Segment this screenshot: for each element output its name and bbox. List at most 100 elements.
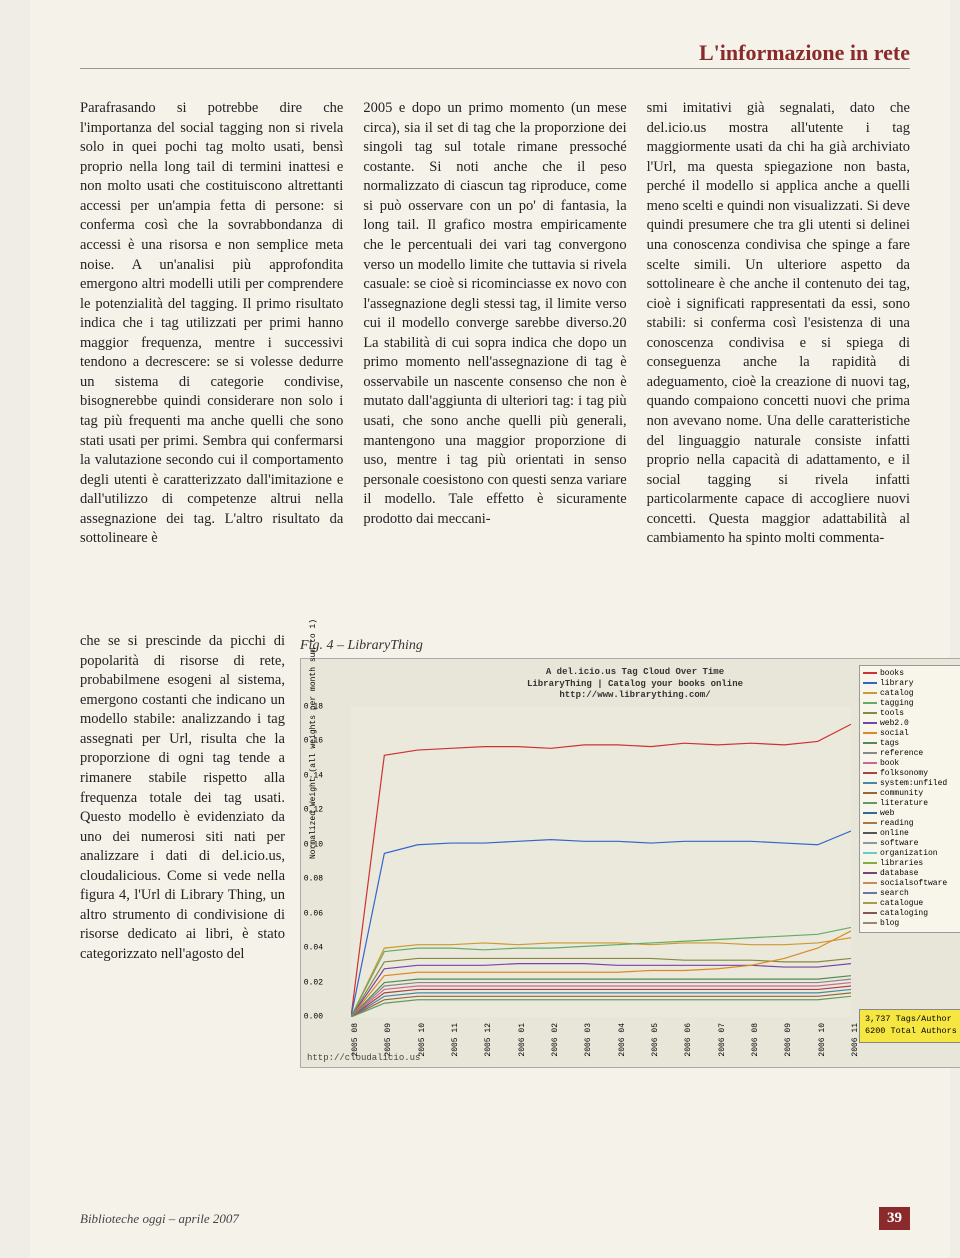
legend-label: literature — [880, 799, 928, 808]
x-tick: 2006 01 — [518, 1023, 527, 1057]
series-line — [351, 996, 851, 1017]
x-tick: 2006 05 — [651, 1023, 660, 1057]
legend-item: folksonomy — [863, 769, 960, 779]
legend-swatch — [863, 672, 877, 674]
legend-item: system:unfiled — [863, 779, 960, 789]
x-tick: 2006 10 — [818, 1023, 827, 1057]
footer-left: Biblioteche oggi – aprile 2007 — [80, 1211, 239, 1227]
column-1-lower: che se si prescinde da picchi di popolar… — [80, 632, 285, 965]
legend-swatch — [863, 692, 877, 694]
series-line — [351, 938, 851, 1017]
chart-title-l2: LibraryThing | Catalog your books online — [527, 679, 743, 689]
legend-label: folksonomy — [880, 769, 928, 778]
page-number: 39 — [879, 1207, 910, 1230]
legend-label: reading — [880, 819, 914, 828]
y-tick: 0.12 — [298, 806, 323, 815]
legend-label: catalogue — [880, 899, 923, 908]
x-tick: 2005 11 — [451, 1023, 460, 1057]
legend-item: online — [863, 829, 960, 839]
x-axis: 2005 08 2005 09 2005 10 2005 11 2005 12 2006 … — [351, 1019, 851, 1059]
stats-box: 3,737 Tags/Author 6200 Total Authors — [859, 1009, 960, 1043]
y-tick: 0.02 — [298, 978, 323, 987]
legend-swatch — [863, 712, 877, 714]
legend-swatch — [863, 732, 877, 734]
column-1-upper: Parafrasando si potrebbe dire che l'impo… — [80, 99, 343, 549]
series-line — [351, 986, 851, 1017]
legend-label: library — [880, 679, 914, 688]
legend-item: library — [863, 679, 960, 689]
legend-label: social — [880, 729, 909, 738]
legend-label: online — [880, 829, 909, 838]
legend-label: organization — [880, 849, 938, 858]
text-columns: Parafrasando si potrebbe dire che l'impo… — [80, 99, 910, 549]
series-line — [351, 979, 851, 1017]
legend-swatch — [863, 682, 877, 684]
legend-swatch — [863, 842, 877, 844]
y-tick: 0.06 — [298, 909, 323, 918]
legend-swatch — [863, 822, 877, 824]
legend-label: tags — [880, 739, 899, 748]
legend-label: catalog — [880, 689, 914, 698]
legend-label: tools — [880, 709, 904, 718]
chart: A del.icio.us Tag Cloud Over Time Librar… — [300, 658, 960, 1068]
legend-label: libraries — [880, 859, 923, 868]
figure-caption: Fig. 4 – LibraryThing — [300, 638, 960, 654]
stats-line1: 3,737 Tags/Author — [865, 1014, 959, 1026]
legend-swatch — [863, 762, 877, 764]
legend-item: catalog — [863, 689, 960, 699]
x-tick: 2006 03 — [584, 1023, 593, 1057]
x-tick: 2006 07 — [718, 1023, 727, 1057]
legend-item: reference — [863, 749, 960, 759]
x-tick: 2005 10 — [418, 1023, 427, 1057]
column-2: 2005 e dopo un primo momento (un mese ci… — [363, 99, 626, 549]
y-tick: 0.16 — [298, 737, 323, 746]
chart-title-l3: http://www.librarything.com/ — [559, 690, 710, 700]
legend-item: community — [863, 789, 960, 799]
x-tick: 2006 02 — [551, 1023, 560, 1057]
legend-label: cataloging — [880, 909, 928, 918]
x-tick: 2006 09 — [784, 1023, 793, 1057]
legend-swatch — [863, 852, 877, 854]
legend-swatch — [863, 912, 877, 914]
legend-item: blog — [863, 919, 960, 929]
chart-source-url: http://cloudalicio.us — [307, 1053, 420, 1063]
y-tick: 0.08 — [298, 875, 323, 884]
legend-item: organization — [863, 849, 960, 859]
legend-item: social — [863, 729, 960, 739]
legend-label: book — [880, 759, 899, 768]
legend-item: software — [863, 839, 960, 849]
section-title: L'informazione in rete — [80, 40, 910, 69]
legend-label: reference — [880, 749, 923, 758]
x-tick: 2006 06 — [684, 1023, 693, 1057]
legend-item: literature — [863, 799, 960, 809]
legend-swatch — [863, 892, 877, 894]
legend-swatch — [863, 782, 877, 784]
x-tick: 2005 12 — [484, 1023, 493, 1057]
legend-swatch — [863, 752, 877, 754]
legend: bookslibrarycatalogtaggingtoolsweb2.0soc… — [859, 665, 960, 933]
legend-item: database — [863, 869, 960, 879]
y-tick: 0.10 — [298, 840, 323, 849]
x-tick: 2005 08 — [351, 1023, 360, 1057]
legend-item: socialsoftware — [863, 879, 960, 889]
legend-item: tags — [863, 739, 960, 749]
column-3: smi imitativi già segnalati, dato che de… — [647, 99, 910, 549]
figure-4: Fig. 4 – LibraryThing A del.icio.us Tag … — [300, 632, 960, 1068]
legend-swatch — [863, 922, 877, 924]
series-line — [351, 958, 851, 1017]
legend-label: web — [880, 809, 894, 818]
stats-line2: 6200 Total Authors — [865, 1026, 959, 1038]
series-line — [351, 724, 851, 1017]
legend-item: web2.0 — [863, 719, 960, 729]
legend-swatch — [863, 802, 877, 804]
series-line — [351, 989, 851, 1017]
x-tick: 2005 09 — [384, 1023, 393, 1057]
legend-swatch — [863, 882, 877, 884]
series-line — [351, 931, 851, 1017]
legend-item: catalogue — [863, 899, 960, 909]
series-line — [351, 993, 851, 1017]
y-tick: 0.00 — [298, 1013, 323, 1022]
legend-swatch — [863, 792, 877, 794]
legend-label: system:unfiled — [880, 779, 947, 788]
legend-item: cataloging — [863, 909, 960, 919]
